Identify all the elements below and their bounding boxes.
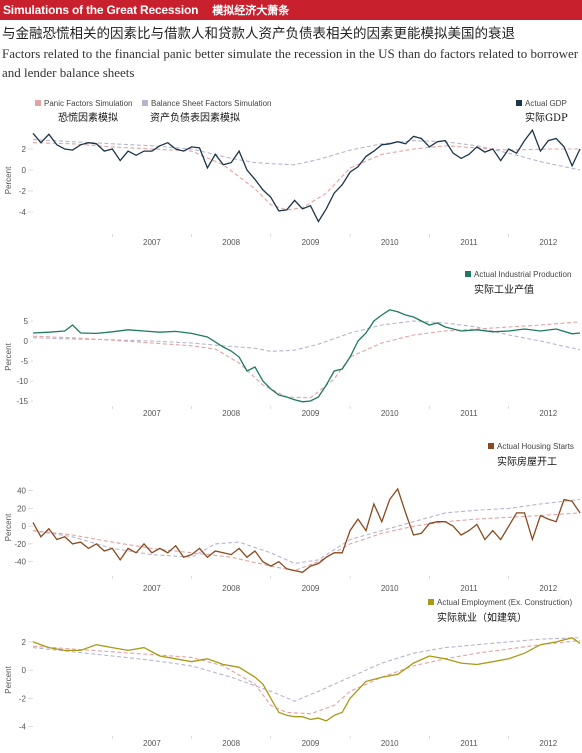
legend-label-actual-zh: 实际GDP <box>525 111 568 124</box>
y-tick-label: 0 <box>22 522 27 531</box>
x-tick-label: 2009 <box>302 238 320 247</box>
legend-swatch-actual <box>465 271 471 277</box>
legend-label-panic: Panic Factors Simulation <box>44 99 132 108</box>
y-tick-label: 20 <box>17 504 26 513</box>
subtitle-en: Factors related to the financial panic b… <box>2 46 579 80</box>
y-tick-label: 40 <box>17 487 26 496</box>
x-tick-label: 2010 <box>381 584 399 593</box>
y-axis-label: Percent <box>4 513 13 541</box>
x-tick-label: 2011 <box>460 409 478 418</box>
chart-title-en: Simulations of the Great Recession <box>3 3 199 17</box>
x-tick-label: 2010 <box>381 238 399 247</box>
legend-swatch-actual <box>488 443 494 449</box>
legend-swatch-balance <box>142 100 148 106</box>
series-line-panic <box>32 512 581 572</box>
x-tick-label: 2012 <box>539 238 557 247</box>
series-line-balance <box>32 320 581 352</box>
legend-label-panic-zh: 恐慌因素模拟 <box>58 111 118 124</box>
legend-label-actual: Actual Industrial Production <box>474 270 571 279</box>
x-tick-label: 2007 <box>143 409 161 418</box>
y-tick-label: -15 <box>16 397 28 406</box>
x-tick-label: 2012 <box>539 739 557 748</box>
y-tick-label: -2 <box>19 694 27 703</box>
series-line-actual <box>32 309 581 403</box>
series-line-panic <box>32 639 581 715</box>
x-tick-label: 2010 <box>381 409 399 418</box>
y-tick-label: 0 <box>22 166 27 175</box>
y-tick-label: -5 <box>21 357 29 366</box>
series-line-actual <box>32 636 581 722</box>
title-banner: Simulations of the Great Recession 模拟经济大… <box>0 0 582 20</box>
x-tick-label: 2011 <box>460 584 478 593</box>
y-tick-label: 0 <box>22 666 27 675</box>
legend-swatch-panic <box>35 100 41 106</box>
series-line-actual <box>32 128 581 223</box>
x-tick-label: 2007 <box>143 238 161 247</box>
series-line-panic <box>32 142 580 211</box>
x-tick-label: 2012 <box>539 584 557 593</box>
x-tick-label: 2012 <box>539 409 557 418</box>
x-tick-label: 2008 <box>222 409 240 418</box>
x-tick-label: 2009 <box>302 584 320 593</box>
y-tick-label: -40 <box>14 558 26 567</box>
x-tick-label: 2011 <box>460 238 478 247</box>
series-line-balance <box>32 637 581 702</box>
legend-label-actual: Actual Housing Starts <box>497 442 574 451</box>
y-tick-label: -4 <box>19 723 27 732</box>
x-tick-label: 2011 <box>460 739 478 748</box>
x-tick-label: 2008 <box>222 238 240 247</box>
legend-label-actual-zh: 实际就业（如建筑） <box>437 611 527 624</box>
legend-label-actual: Actual Employment (Ex. Construction) <box>437 598 572 607</box>
series-line-balance <box>32 498 581 565</box>
legend-label-actual-zh: 实际房屋开工 <box>497 455 557 468</box>
series-line-balance <box>32 139 581 171</box>
y-tick-label: -2 <box>19 187 27 196</box>
y-axis-label: Percent <box>4 342 13 370</box>
x-tick-label: 2009 <box>302 409 320 418</box>
x-tick-label: 2010 <box>381 739 399 748</box>
legend-label-balance-zh: 资产负债表因素模拟 <box>150 111 240 124</box>
legend-swatch-actual <box>428 599 434 605</box>
subtitle-zh: 与金融恐慌相关的因素比与借款人和贷款人资产负债表相关的因素更能模拟美国的衰退 <box>2 26 515 42</box>
y-tick-label: -10 <box>16 377 28 386</box>
y-tick-label: -20 <box>14 540 26 549</box>
series-line-panic <box>32 321 581 399</box>
legend-label-actual: Actual GDP <box>525 99 567 108</box>
chart-title-zh: 模拟经济大萧条 <box>212 4 290 17</box>
legend-swatch-actual <box>516 100 522 106</box>
y-tick-label: -4 <box>19 208 27 217</box>
y-axis-label: Percent <box>4 166 13 194</box>
x-tick-label: 2008 <box>222 739 240 748</box>
y-axis-label: Percent <box>4 665 13 693</box>
x-tick-label: 2007 <box>143 739 161 748</box>
y-tick-label: 2 <box>22 638 27 647</box>
y-tick-label: 0 <box>24 337 29 346</box>
y-tick-label: 5 <box>24 317 29 326</box>
x-tick-label: 2009 <box>302 739 320 748</box>
y-tick-label: 2 <box>22 145 27 154</box>
legend-label-actual-zh: 实际工业产值 <box>474 283 534 296</box>
legend-label-balance: Balance Sheet Factors Simulation <box>151 99 272 108</box>
x-tick-label: 2007 <box>143 584 161 593</box>
x-tick-label: 2008 <box>222 584 240 593</box>
series-line-actual <box>32 487 581 573</box>
